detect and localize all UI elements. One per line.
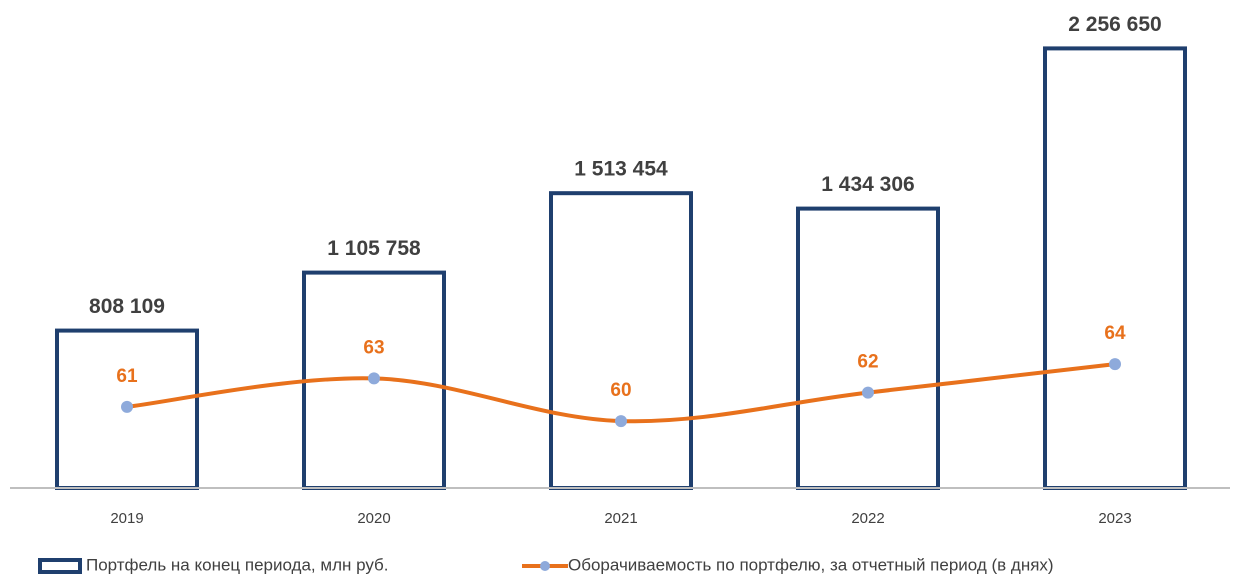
- line-marker: [862, 386, 874, 399]
- bar: [1043, 46, 1187, 491]
- legend-swatch-marker: [540, 561, 550, 571]
- bar: [796, 206, 940, 490]
- bar: [549, 191, 693, 490]
- bar-value-label: 1 513 454: [574, 158, 668, 181]
- line-value-label: 61: [116, 366, 138, 387]
- x-tick-label: 2019: [110, 510, 143, 527]
- line-marker: [121, 400, 133, 413]
- line-value-label: 62: [857, 352, 878, 373]
- legend-label: Портфель на конец периода, млн руб.: [86, 555, 389, 574]
- x-tick-label: 2021: [604, 510, 637, 527]
- line-marker: [615, 415, 627, 428]
- legend-label: Оборачиваемость по портфелю, за отчетный…: [568, 555, 1054, 574]
- bar-value-label: 1 434 306: [821, 173, 914, 196]
- legend-swatch: [38, 558, 82, 574]
- x-tick-label: 2022: [851, 510, 884, 527]
- bar-value-label: 1 105 758: [327, 237, 421, 260]
- line-value-label: 64: [1104, 323, 1126, 344]
- line-marker: [368, 372, 380, 385]
- line-value-label: 63: [363, 337, 384, 358]
- bar-value-label: 808 109: [89, 295, 165, 318]
- bar-value-label: 2 256 650: [1068, 13, 1161, 36]
- x-tick-label: 2023: [1098, 510, 1131, 527]
- x-tick-label: 2020: [357, 510, 390, 527]
- line-marker: [1109, 358, 1121, 371]
- line-value-label: 60: [610, 380, 631, 401]
